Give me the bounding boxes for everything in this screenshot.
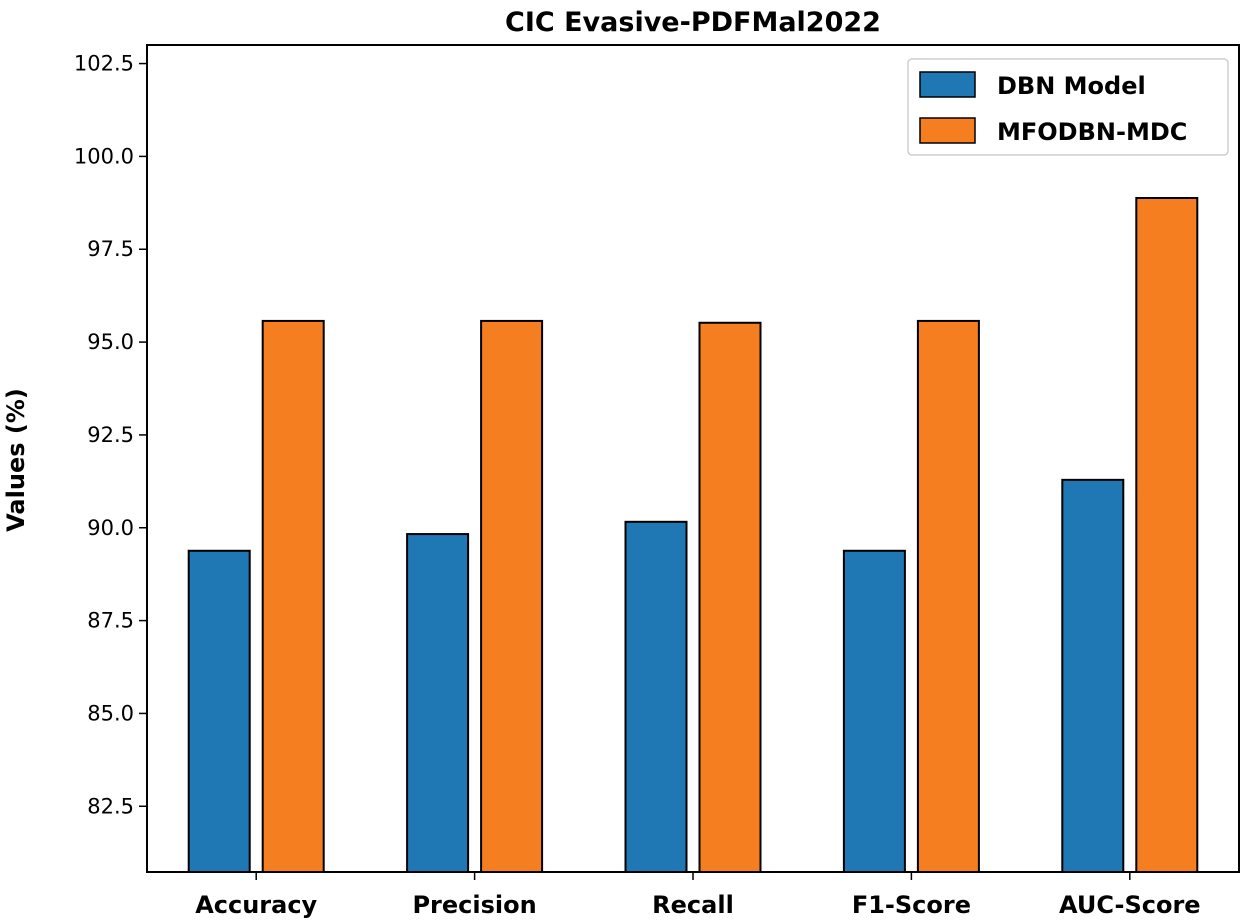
x-tick-label: Recall [652,891,734,919]
bar-dbn-auc-score [1061,478,1125,873]
legend-swatch-dbn [919,71,976,98]
chart-title: CIC Evasive-PDFMal2022 [505,7,881,38]
y-tick-label: 102.5 [74,52,134,76]
y-tick-label: 87.5 [87,609,134,633]
x-tick-label: Precision [412,891,536,919]
bar-mfodbn-f1-score [916,319,980,873]
bar-dbn-f1-score [842,549,906,873]
bars-group [187,196,1199,874]
y-tick-label: 95.0 [87,330,134,354]
bar-mfodbn-recall [698,321,762,873]
y-tick-label: 92.5 [87,423,134,447]
x-axis-ticks: Accuracy Precision Recall F1-Score AUC-Score [195,872,1201,919]
legend: DBN Model MFODBN-MDC [907,58,1229,156]
bar-mfodbn-precision [480,319,544,873]
bar-dbn-recall [624,520,688,873]
x-tick-label: F1-Score [852,891,971,919]
bar-dbn-accuracy [187,549,251,873]
bar-mfodbn-auc-score [1135,196,1199,873]
x-tick-label: AUC-Score [1059,891,1201,919]
y-tick-label: 100.0 [74,144,134,168]
y-tick-label: 85.0 [87,701,134,725]
plot-area-frame [146,44,1240,873]
y-axis-ticks: 82.5 85.0 87.5 90.0 92.5 95.0 97.5 100.0 102.5 [74,52,147,818]
legend-box [907,58,1229,156]
x-tick-label: Accuracy [195,891,317,919]
legend-swatch-mfodbn [919,117,976,144]
y-tick-label: 90.0 [87,516,134,540]
y-axis-label: Values (%) [2,388,30,532]
y-tick-label: 97.5 [87,237,134,261]
legend-label-mfodbn: MFODBN-MDC [997,118,1187,146]
legend-label-dbn: DBN Model [997,72,1146,100]
y-tick-label: 82.5 [87,794,134,818]
bar-mfodbn-accuracy [261,319,325,873]
bar-dbn-precision [406,533,470,874]
